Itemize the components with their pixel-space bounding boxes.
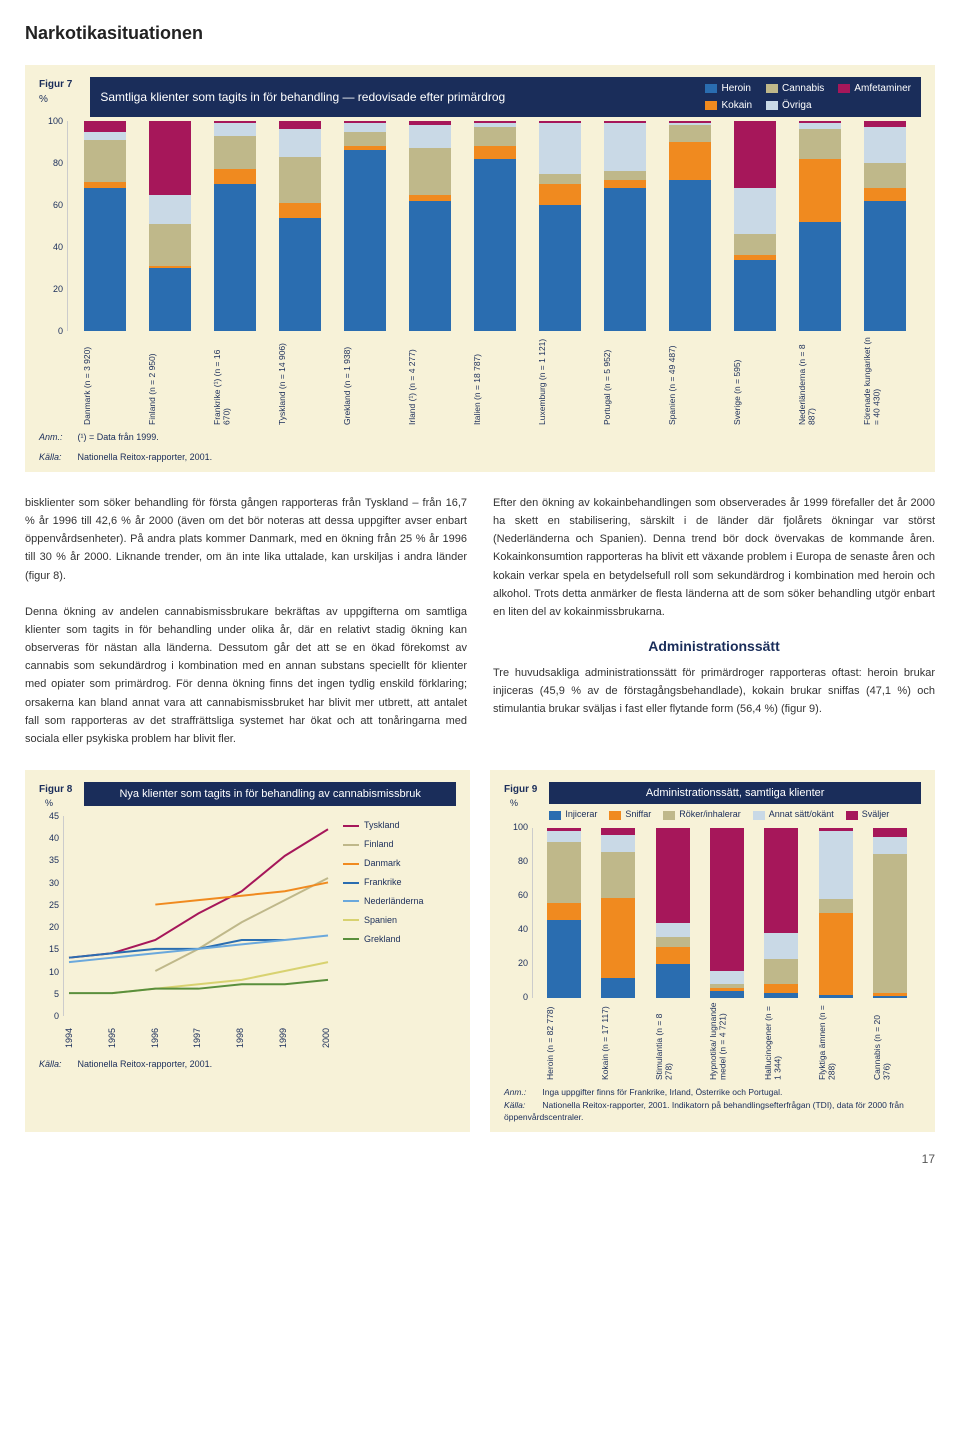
page-title: Narkotikasituationen — [25, 20, 935, 47]
fig7-title: Samtliga klienter som tagits in för beha… — [100, 88, 505, 106]
body-text: bisklienter som söker behandling för för… — [25, 494, 935, 748]
fig7-yunit: % — [39, 92, 72, 107]
fig8-xlabels: 1994199519961997199819992000 — [63, 1016, 333, 1052]
body-col2-h: Administrationssätt — [493, 635, 935, 658]
fig8-legend: TysklandFinlandDanmarkFrankrikeNederländ… — [343, 816, 424, 1016]
fig7-anm: (¹) = Data från 1999. — [78, 432, 159, 442]
fig7-kalla: Nationella Reitox-rapporter, 2001. — [78, 452, 213, 462]
fig8-title: Nya klienter som tagits in för behandlin… — [84, 782, 456, 807]
figure-9: Figur 9 % Administrationssätt, samtliga … — [490, 770, 935, 1132]
body-col2-p2: Tre huvudsakliga administrationssätt för… — [493, 664, 935, 718]
fig8-yunit: % — [45, 797, 72, 811]
fig8-label: Figur 8 — [39, 782, 72, 797]
fig9-yunit: % — [510, 797, 537, 811]
fig9-legend: InjicerarSniffarRöker/inhalerarAnnat sät… — [549, 808, 921, 822]
fig7-label: Figur 7 — [39, 77, 72, 92]
fig8-yaxis: 051015202530354045 — [39, 816, 63, 1016]
fig7-yaxis: 020406080100 — [39, 121, 67, 331]
fig8-source-label: Källa: — [39, 1058, 75, 1072]
fig9-kalla: Nationella Reitox-rapporter, 2001. Indik… — [504, 1100, 904, 1123]
page-number: 17 — [25, 1150, 935, 1168]
body-col1-p2: Denna ökning av andelen cannabismissbruk… — [25, 603, 467, 748]
fig7-kalla-label: Källa: — [39, 451, 75, 465]
fig7-legend: HeroinKokainCannabisÖvrigaAmfetaminer — [705, 81, 911, 113]
figure-7: Figur 7 % Samtliga klienter som tagits i… — [25, 65, 935, 472]
fig7-xlabels: Danmark (n = 3 920)Finland (n = 2 950)Fr… — [67, 331, 921, 425]
fig7-anm-label: Anm.: — [39, 431, 75, 445]
fig9-title: Administrationssätt, samtliga klienter — [549, 782, 921, 805]
fig9-yaxis: 020406080100 — [504, 828, 532, 998]
fig8-source: Nationella Reitox-rapporter, 2001. — [78, 1059, 213, 1069]
fig9-anm: Inga uppgifter finns för Frankrike, Irla… — [542, 1087, 782, 1097]
fig7-plot — [67, 121, 921, 331]
body-col2-p1: Efter den ökning av kokainbehandlingen s… — [493, 494, 935, 621]
fig9-plot — [532, 828, 921, 998]
fig9-kalla-label: Källa: — [504, 1099, 540, 1112]
fig9-label: Figur 9 — [504, 782, 537, 797]
fig8-plot — [63, 816, 333, 1016]
fig9-anm-label: Anm.: — [504, 1086, 540, 1099]
figure-8: Figur 8 % Nya klienter som tagits in för… — [25, 770, 470, 1132]
fig9-xlabels: Heroin (n = 82 778)Kokain (n = 17 117)St… — [532, 998, 921, 1080]
body-col1-p1: bisklienter som söker behandling för för… — [25, 494, 467, 585]
